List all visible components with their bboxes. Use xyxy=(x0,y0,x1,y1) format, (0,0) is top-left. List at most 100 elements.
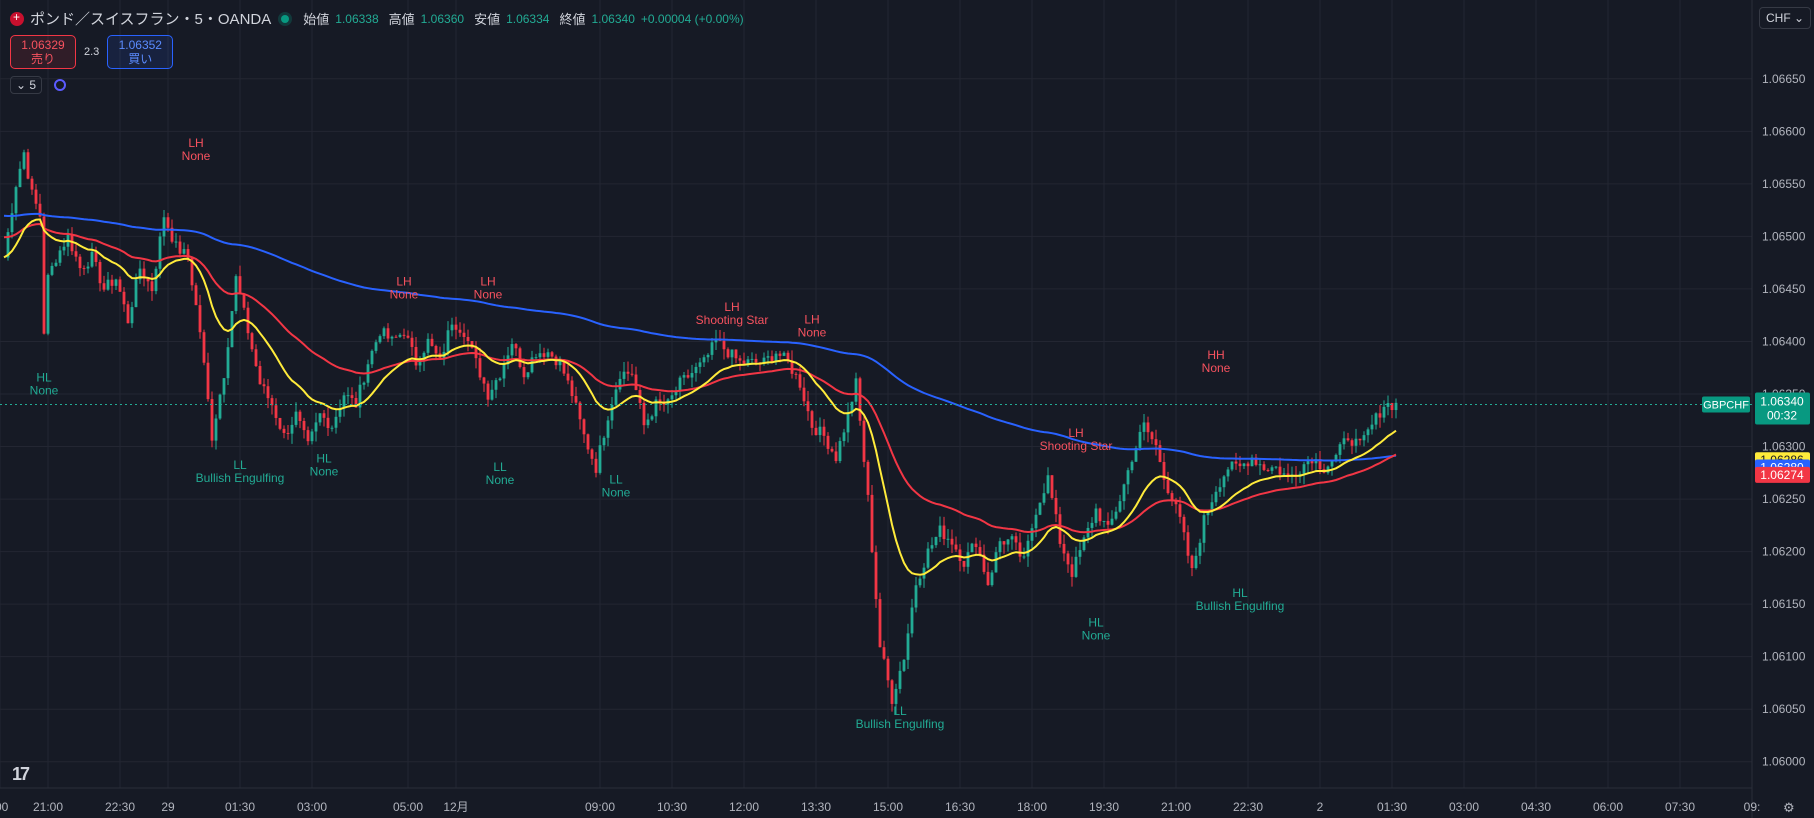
candle-body xyxy=(1162,462,1166,480)
candle-body xyxy=(378,336,382,343)
candle-body xyxy=(882,647,886,659)
candle-body xyxy=(138,268,142,280)
sell-button[interactable]: 1.06329 売り xyxy=(10,35,76,69)
candle-body xyxy=(322,413,326,418)
candle-body xyxy=(1066,553,1070,565)
low-value: 1.06334 xyxy=(506,11,550,26)
candle-body xyxy=(590,449,594,459)
candle-body xyxy=(390,336,394,339)
candle-body xyxy=(198,305,202,333)
candle-body xyxy=(86,266,90,269)
candle-body xyxy=(142,268,146,279)
candle-body xyxy=(726,349,730,358)
candle-body xyxy=(202,332,206,363)
candle-body xyxy=(562,359,566,374)
last-price-tag-bg xyxy=(1755,392,1810,425)
candle-body xyxy=(382,328,386,337)
x-tick-label: 10:30 xyxy=(657,800,687,814)
candle-body xyxy=(1002,541,1006,545)
candle-body xyxy=(898,670,902,689)
candle-body xyxy=(354,398,358,408)
candle-body xyxy=(214,418,218,441)
x-tick-label: 05:00 xyxy=(393,800,423,814)
candle-body xyxy=(610,404,614,421)
candle-body xyxy=(290,424,294,434)
candle-body xyxy=(342,395,346,409)
swing-label-kind: LH xyxy=(1068,426,1083,440)
candle-body xyxy=(110,279,114,286)
candle-body xyxy=(182,249,186,254)
x-tick-label: 12月 xyxy=(443,800,468,814)
candle-body xyxy=(526,372,530,378)
candle-body xyxy=(606,420,610,438)
x-tick-label: 09:00 xyxy=(585,800,615,814)
buy-label: 買い xyxy=(128,52,153,66)
candle-body xyxy=(1318,459,1322,470)
candle-body xyxy=(1274,466,1278,468)
candle-body xyxy=(494,380,498,390)
candle-body xyxy=(794,373,798,375)
candle-body xyxy=(170,227,174,242)
candle-body xyxy=(1378,413,1382,418)
candle-body xyxy=(1118,501,1122,512)
candle-body xyxy=(1218,487,1222,492)
candle-body xyxy=(1350,440,1354,446)
candle-body xyxy=(670,395,674,400)
candle-body xyxy=(1342,438,1346,445)
candle-body xyxy=(1374,413,1378,425)
swing-label-kind: HL xyxy=(1088,616,1104,630)
candle-body xyxy=(722,340,726,350)
candle-body xyxy=(1306,461,1310,465)
candle-body xyxy=(18,168,22,188)
candle-body xyxy=(890,680,894,704)
candle-body xyxy=(398,334,402,337)
y-tick-label: 1.06300 xyxy=(1762,440,1806,454)
chart-header: ポンド／スイスフラン・5・OANDA 始値 1.06338 高値 1.06360 安… xyxy=(10,8,744,29)
candle-body xyxy=(1146,422,1150,433)
candle-body xyxy=(570,380,574,397)
candle-body xyxy=(874,552,878,600)
candle-body xyxy=(1286,473,1290,477)
candle-body xyxy=(1366,429,1370,436)
candle-body xyxy=(14,187,18,214)
candle-body xyxy=(646,419,650,426)
candle-body xyxy=(206,362,210,400)
swing-label-kind: HL xyxy=(316,452,332,466)
candle-body xyxy=(486,383,490,400)
high-label: 高値 xyxy=(388,12,415,27)
candle-body xyxy=(54,262,58,266)
candle-body xyxy=(1110,518,1114,525)
y-tick-label: 1.06650 xyxy=(1762,72,1806,86)
candle-body xyxy=(1206,511,1210,516)
swing-label-pattern: None xyxy=(390,288,419,302)
settings-gear-icon[interactable]: ⚙ xyxy=(1783,800,1795,815)
candle-body xyxy=(498,378,502,381)
candle-body xyxy=(1254,457,1258,465)
symbol-title[interactable]: ポンド／スイスフラン・5・OANDA xyxy=(30,11,272,28)
symbol-tag-bg xyxy=(1702,396,1750,413)
candle-body xyxy=(166,217,170,228)
candle-body xyxy=(1222,476,1226,488)
candle-body xyxy=(858,378,862,421)
candle-body xyxy=(482,377,486,384)
candle-body xyxy=(954,544,958,550)
indicator-loading-icon xyxy=(54,79,67,91)
currency-select[interactable]: CHF ⌄ xyxy=(1759,7,1812,29)
candle-body xyxy=(134,279,138,308)
candle-body xyxy=(1278,466,1282,475)
buy-button[interactable]: 1.06352 買い xyxy=(107,35,174,69)
candle-body xyxy=(1302,464,1306,474)
candle-body xyxy=(886,658,890,681)
candle-body xyxy=(970,543,974,553)
candle-body xyxy=(114,279,118,286)
candle-body xyxy=(750,358,754,360)
candle-body xyxy=(598,445,602,473)
candle-body xyxy=(358,384,362,408)
candle-body xyxy=(850,401,854,412)
candle-body xyxy=(982,554,986,572)
candle-body xyxy=(682,375,686,378)
swing-label-pattern: None xyxy=(1202,361,1231,375)
interval-toggle[interactable]: ⌄ 5 xyxy=(10,76,43,94)
x-tick-label: 09: xyxy=(1744,800,1761,814)
